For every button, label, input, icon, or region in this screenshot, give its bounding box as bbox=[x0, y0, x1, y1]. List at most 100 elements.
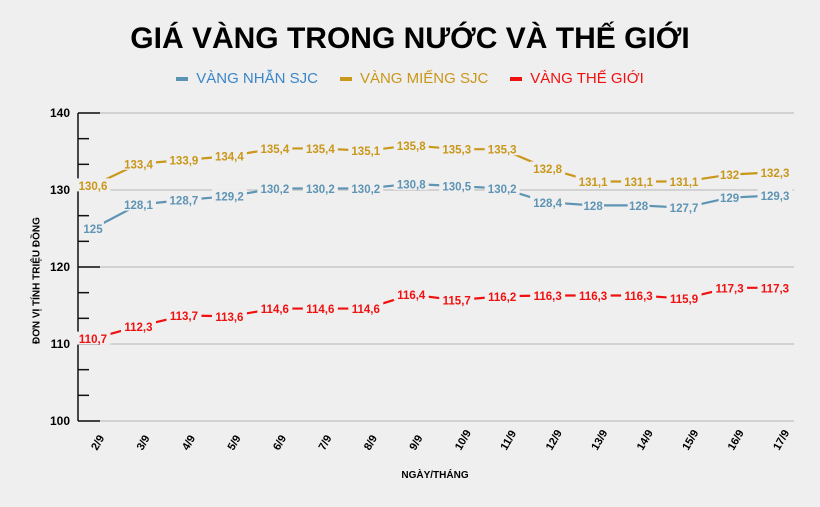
data-label-bg bbox=[393, 176, 429, 190]
data-label-bg bbox=[666, 174, 702, 188]
data-label: 129,2 bbox=[215, 192, 244, 204]
x-tick-label: 2/9 bbox=[89, 433, 107, 452]
series-line bbox=[92, 182, 776, 230]
x-tick-label: 5/9 bbox=[226, 433, 244, 452]
data-label-bg bbox=[348, 143, 384, 157]
data-label-bg bbox=[75, 331, 111, 345]
data-label: 130,8 bbox=[397, 179, 426, 191]
legend-label: VÀNG THẾ GIỚI bbox=[530, 70, 644, 87]
data-label-bg bbox=[348, 181, 384, 195]
data-label: 116,3 bbox=[579, 291, 607, 303]
data-label: 128,4 bbox=[533, 198, 562, 210]
data-label: 117,3 bbox=[715, 283, 743, 295]
data-label-bg bbox=[530, 195, 566, 209]
data-label-bg bbox=[530, 288, 566, 302]
data-label: 114,6 bbox=[352, 304, 380, 316]
data-label: 110,7 bbox=[79, 334, 107, 346]
data-label-bg bbox=[575, 174, 611, 188]
data-label: 133,9 bbox=[170, 155, 199, 167]
data-label: 135,4 bbox=[260, 144, 289, 156]
data-label-bg bbox=[439, 179, 475, 193]
x-tick-label: 6/9 bbox=[271, 433, 289, 452]
data-label: 114,6 bbox=[306, 304, 334, 316]
data-label-bg bbox=[348, 301, 384, 315]
y-tick-label: 130 bbox=[50, 183, 70, 197]
series-line bbox=[92, 144, 776, 187]
data-label-bg bbox=[575, 288, 611, 302]
data-label-bg bbox=[439, 293, 475, 307]
legend-line-icon bbox=[510, 76, 523, 81]
y-tick-label: 110 bbox=[51, 337, 71, 351]
data-label-bg bbox=[484, 289, 520, 303]
x-tick-label: 14/9 bbox=[635, 428, 656, 453]
data-label: 116,4 bbox=[397, 290, 426, 302]
data-label-bg bbox=[718, 167, 741, 181]
data-label-bg bbox=[75, 178, 111, 192]
data-label-bg bbox=[582, 198, 605, 212]
data-label: 132,3 bbox=[761, 168, 790, 180]
chart-title: GIÁ VÀNG TRONG NƯỚC VÀ THẾ GIỚI bbox=[130, 22, 690, 55]
data-label-bg bbox=[666, 291, 702, 305]
data-label-bg bbox=[484, 142, 520, 156]
x-tick-label: 3/9 bbox=[135, 433, 153, 452]
data-label: 129 bbox=[720, 193, 739, 205]
data-label: 112,3 bbox=[124, 322, 152, 334]
data-label: 128,7 bbox=[170, 196, 199, 208]
data-label: 127,7 bbox=[670, 203, 699, 215]
data-label-bg bbox=[120, 156, 156, 170]
data-label: 132,8 bbox=[533, 164, 562, 176]
data-label: 116,2 bbox=[488, 292, 516, 304]
legend-item-vang-nhan[interactable]: VÀNG NHẪN SJC bbox=[176, 70, 318, 87]
data-label: 135,1 bbox=[351, 146, 380, 158]
data-label-bg bbox=[718, 190, 741, 204]
data-label-bg bbox=[393, 287, 429, 301]
data-label: 116,3 bbox=[534, 291, 562, 303]
x-axis-label: NGÀY/THÁNG bbox=[401, 470, 469, 481]
data-label: 135,3 bbox=[488, 145, 517, 157]
x-tick-label: 12/9 bbox=[544, 428, 565, 453]
data-label: 130,2 bbox=[260, 184, 289, 196]
data-label: 134,4 bbox=[215, 152, 244, 164]
legend-line-icon bbox=[176, 76, 189, 81]
data-label-bg bbox=[757, 165, 793, 179]
data-label-bg bbox=[757, 280, 793, 294]
data-label-bg bbox=[757, 188, 793, 202]
data-label-bg bbox=[82, 221, 104, 235]
data-label-bg bbox=[166, 308, 202, 322]
data-label: 135,4 bbox=[306, 144, 335, 156]
data-label: 116,3 bbox=[625, 291, 653, 303]
data-label: 115,7 bbox=[443, 296, 471, 308]
data-label-bg bbox=[120, 319, 156, 333]
x-tick-label: 11/9 bbox=[498, 428, 519, 452]
data-label-bg bbox=[621, 288, 657, 302]
data-label-bg bbox=[484, 181, 520, 195]
x-tick-label: 4/9 bbox=[180, 433, 198, 452]
legend-label: VÀNG MIẾNG SJC bbox=[359, 70, 489, 87]
data-label-bg bbox=[302, 141, 338, 155]
x-tick-label: 13/9 bbox=[589, 428, 610, 453]
legend-item-vang-the-gioi[interactable]: VÀNG THẾ GIỚI bbox=[510, 70, 644, 87]
chart-legend: VÀNG NHẪN SJC VÀNG MIẾNG SJC VÀNG THẾ GI… bbox=[0, 70, 820, 87]
data-label: 133,4 bbox=[124, 159, 153, 171]
data-label: 128,1 bbox=[124, 200, 153, 212]
data-label: 130,5 bbox=[442, 182, 471, 194]
data-label: 125 bbox=[83, 224, 103, 236]
data-label-bg bbox=[257, 181, 293, 195]
data-label: 131,1 bbox=[624, 177, 653, 189]
data-label: 130,2 bbox=[488, 184, 517, 196]
y-tick-label: 120 bbox=[50, 260, 70, 274]
data-label: 113,6 bbox=[215, 312, 243, 324]
data-label: 117,3 bbox=[761, 283, 789, 295]
legend-item-vang-mieng[interactable]: VÀNG MIẾNG SJC bbox=[339, 70, 489, 87]
data-label: 131,1 bbox=[670, 177, 699, 189]
x-tick-label: 17/9 bbox=[771, 428, 792, 453]
data-label-bg bbox=[666, 200, 702, 214]
data-label-bg bbox=[120, 197, 156, 211]
x-tick-label: 8/9 bbox=[362, 433, 380, 452]
data-label: 129,3 bbox=[761, 191, 790, 203]
data-label-bg bbox=[712, 280, 748, 294]
data-label-bg bbox=[257, 301, 293, 315]
data-label: 128 bbox=[584, 201, 604, 213]
data-label-bg bbox=[211, 189, 247, 203]
